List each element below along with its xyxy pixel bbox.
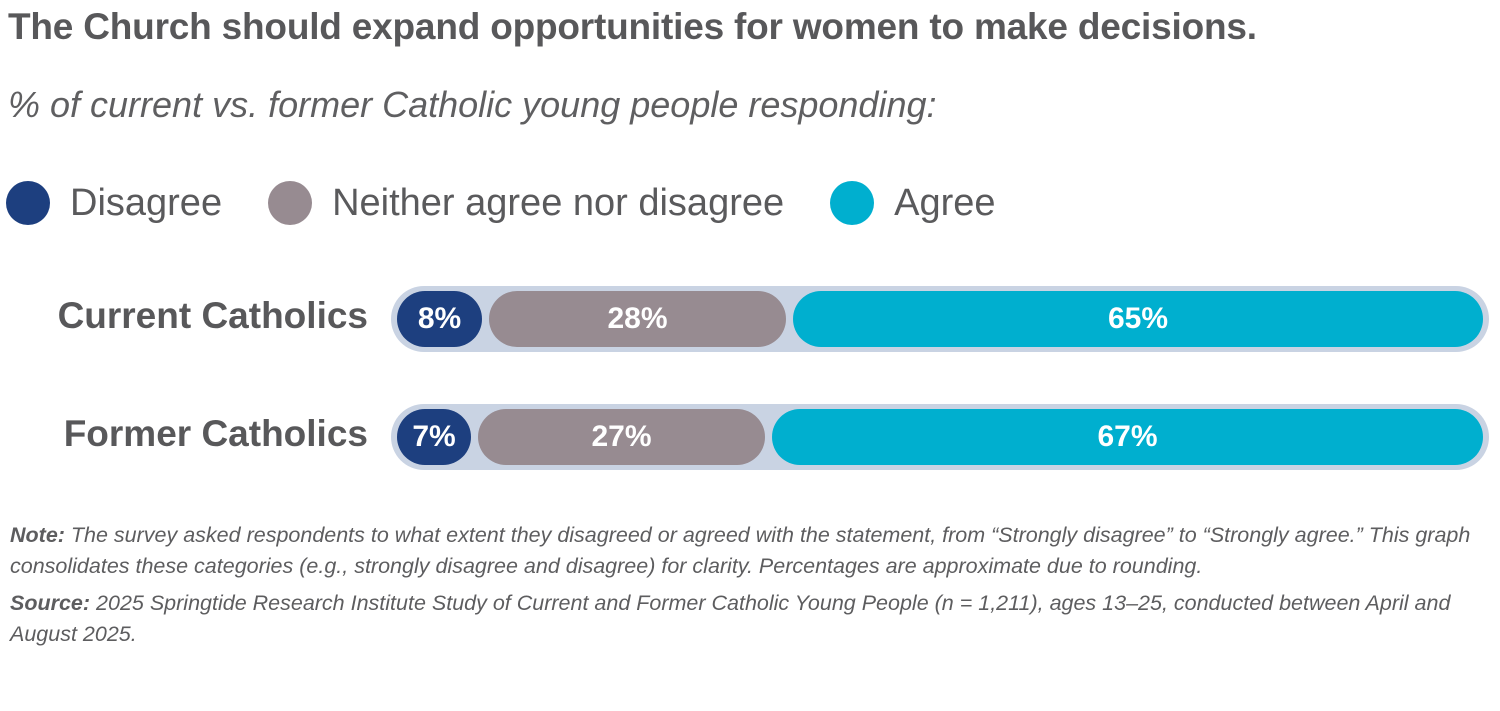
- legend-label-neither: Neither agree nor disagree: [332, 181, 785, 224]
- bar-segment-disagree-current-catholics: 8%: [397, 291, 482, 347]
- data-label-neither-current-catholics: 28%: [607, 302, 668, 335]
- legend-swatch-disagree: [6, 181, 50, 225]
- source-text: 2025 Springtide Research Institute Study…: [10, 591, 1451, 646]
- footnotes: Note: The survey asked respondents to wh…: [10, 520, 1480, 656]
- note-paragraph: Note: The survey asked respondents to wh…: [10, 520, 1480, 582]
- source-label: Source:: [10, 591, 91, 615]
- legend-swatch-neither: [268, 181, 313, 225]
- data-label-agree-current-catholics: 65%: [1107, 302, 1169, 335]
- bar-track-current-catholics: 8% 28% 65%: [391, 286, 1489, 352]
- bar-segment-agree-current-catholics: 65%: [793, 291, 1483, 347]
- note-text: The survey asked respondents to what ext…: [10, 523, 1471, 578]
- bar-segment-disagree-former-catholics: 7%: [397, 409, 471, 465]
- legend-swatch-agree: [830, 181, 875, 225]
- row-label-former-catholics: Former Catholics: [63, 413, 368, 454]
- chart-subtitle: % of current vs. former Catholic young p…: [8, 84, 937, 125]
- data-label-agree-former-catholics: 67%: [1097, 420, 1158, 453]
- chart-title: The Church should expand opportunities f…: [8, 6, 1257, 47]
- bar-track-former-catholics: 7% 27% 67%: [391, 404, 1489, 470]
- note-label: Note:: [10, 523, 65, 547]
- legend-item-agree: Agree: [830, 181, 996, 225]
- bar-segment-neither-former-catholics: 27%: [478, 409, 765, 465]
- bar-segment-agree-former-catholics: 67%: [772, 409, 1483, 465]
- legend-item-neither: Neither agree nor disagree: [268, 181, 784, 225]
- source-paragraph: Source: 2025 Springtide Research Institu…: [10, 588, 1480, 650]
- data-label-disagree-current-catholics: 8%: [417, 302, 462, 335]
- legend-item-disagree: Disagree: [6, 181, 222, 225]
- legend: Disagree Neither agree nor disagree Agre…: [6, 179, 1042, 227]
- data-label-disagree-former-catholics: 7%: [412, 420, 456, 453]
- legend-label-disagree: Disagree: [70, 181, 223, 224]
- row-label-current-catholics: Current Catholics: [57, 295, 368, 336]
- data-label-neither-former-catholics: 27%: [591, 420, 652, 453]
- bar-segment-neither-current-catholics: 28%: [489, 291, 786, 347]
- legend-label-agree: Agree: [894, 181, 996, 224]
